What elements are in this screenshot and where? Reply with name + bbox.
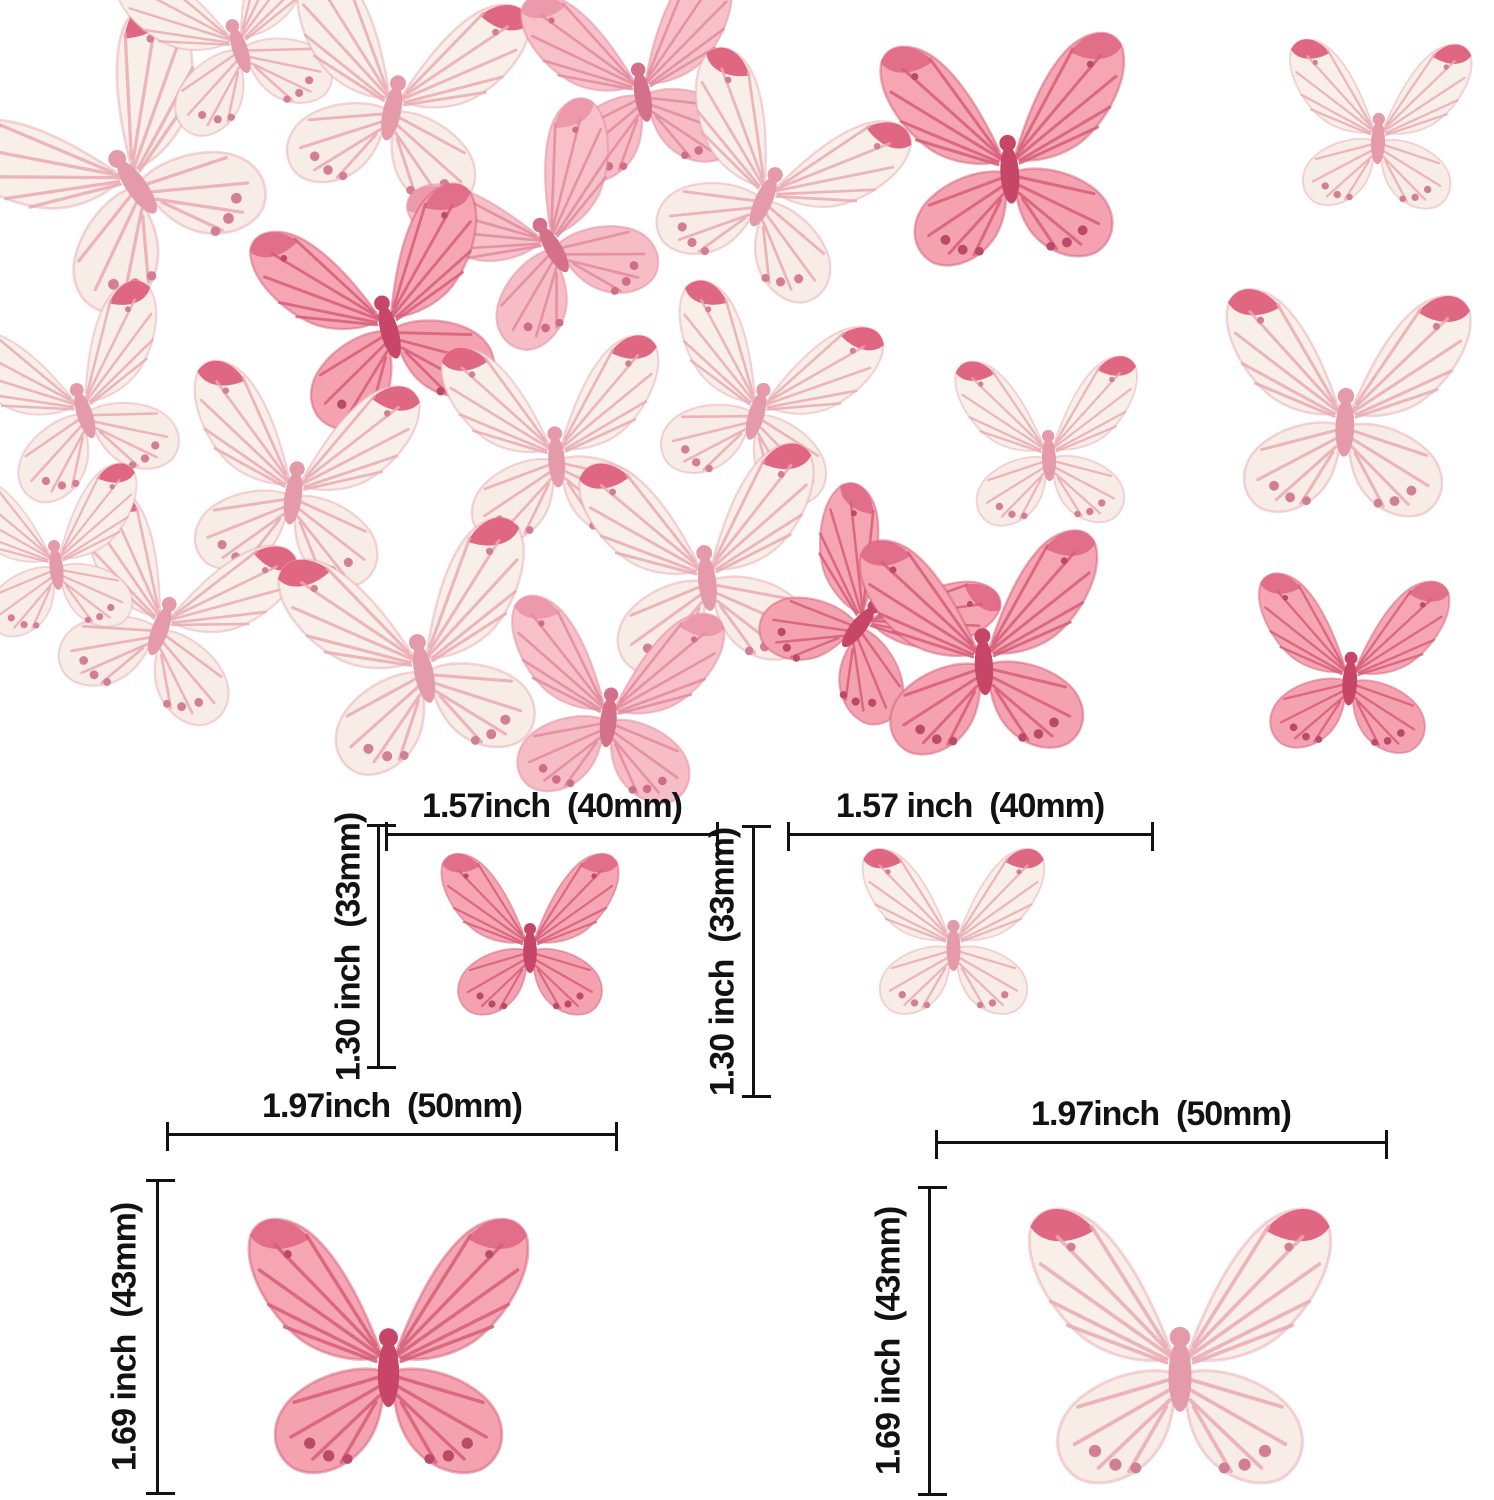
butterfly-cream: [1272, 30, 1483, 226]
width-dimension-label-small-left: 1.57inch (40mm): [422, 787, 683, 825]
height-dimension-line-large-right: [918, 1186, 947, 1496]
height-dimension-label-large-right: 1.69 inch (43mm): [869, 1206, 908, 1476]
butterfly-pink: [1237, 564, 1462, 773]
butterfly-pinklight: [383, 76, 708, 394]
height-dimension-label-small-right: 1.30 inch (33mm): [703, 827, 742, 1097]
butterfly-pink: [231, 1207, 546, 1497]
width-dimension-line-small-right: [787, 822, 1154, 851]
width-dimension-label-large-right: 1.97inch (50mm): [1031, 1095, 1292, 1133]
width-dimension-line-small-left: [385, 822, 719, 851]
butterfly-cream: [96, 0, 374, 168]
height-dimension-line-small-left: [367, 824, 396, 1069]
height-dimension-line-large-left: [146, 1179, 175, 1495]
width-dimension-line-large-right: [935, 1130, 1388, 1159]
butterfly-cream: [1010, 1196, 1350, 1500]
butterfly-pinklight: [479, 583, 741, 828]
width-dimension-label-small-right: 1.57 inch (40mm): [835, 787, 1105, 825]
butterfly-cream: [0, 264, 222, 536]
height-dimension-label-large-left: 1.69 inch (43mm): [105, 1202, 144, 1472]
butterfly-pink: [228, 166, 541, 464]
butterfly-pinklight: [503, 0, 778, 210]
butterfly-cream: [942, 347, 1153, 543]
butterfly-cream: [1203, 277, 1487, 539]
height-dimension-label-small-left: 1.30 inch (33mm): [329, 812, 368, 1082]
butterfly-cream: [0, 453, 164, 657]
butterfly-cream: [851, 841, 1056, 1030]
height-dimension-line-small-right: [742, 825, 771, 1098]
butterfly-pink: [862, 19, 1154, 291]
width-dimension-line-large-left: [166, 1122, 618, 1151]
butterfly-cream: [560, 430, 849, 700]
butterfly-cream: [606, 26, 934, 344]
butterfly-cream: [256, 500, 583, 810]
butterfly-pink: [430, 846, 630, 1030]
width-dimension-label-large-left: 1.97inch (50mm): [262, 1087, 523, 1125]
butterfly-pink: [843, 518, 1124, 778]
butterfly-cream: [240, 0, 550, 242]
